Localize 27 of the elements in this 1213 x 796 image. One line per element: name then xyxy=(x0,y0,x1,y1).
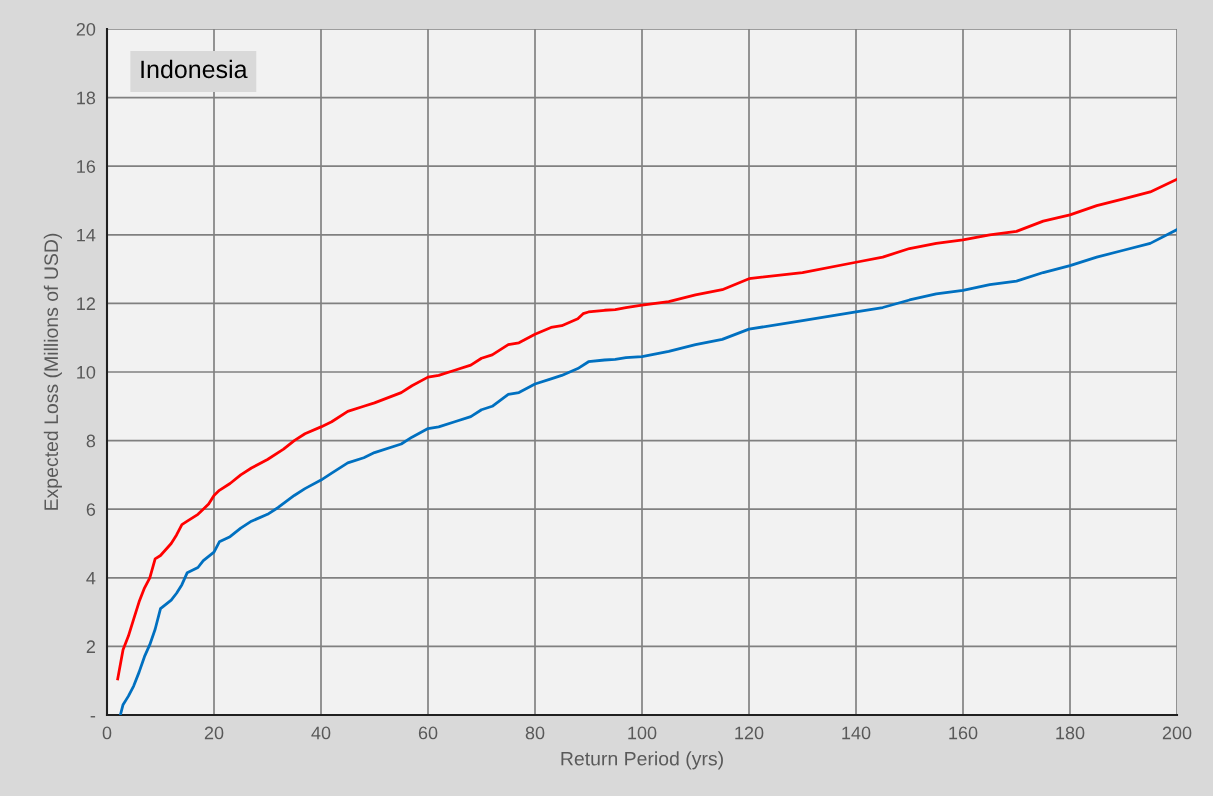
x-tick-label: 20 xyxy=(204,726,224,740)
line-series xyxy=(116,177,1177,681)
y-tick-label: 20 xyxy=(76,22,96,36)
x-tick-label: 180 xyxy=(1056,726,1085,740)
x-tick-label: 200 xyxy=(1162,726,1192,740)
y-tick-label: - xyxy=(90,716,96,718)
x-tick-label: 120 xyxy=(735,726,764,740)
text: Indonesia xyxy=(141,59,248,79)
x-tick-label: 40 xyxy=(311,726,331,740)
x-tick-label: 100 xyxy=(628,726,657,740)
y-axis-title: Expected Loss (Millions of USD) xyxy=(43,233,62,510)
y-tick-label: 6 xyxy=(86,503,96,516)
x-axis-title: Return Period (yrs) xyxy=(561,751,723,770)
y-tick-label: 14 xyxy=(77,228,96,242)
line-series xyxy=(118,228,1177,715)
y-tick-label: 2 xyxy=(86,640,95,653)
y-tick-label: 10 xyxy=(77,365,96,379)
y-tick-label: 16 xyxy=(77,160,96,173)
x-tick-label: 160 xyxy=(949,726,978,740)
y-tick-label: 8 xyxy=(86,434,96,448)
x-tick-label: 60 xyxy=(418,726,438,740)
x-tick-label: 0 xyxy=(102,726,112,740)
x-tick-label: 80 xyxy=(525,726,545,740)
y-tick-label: 4 xyxy=(86,571,96,585)
x-tick-label: 140 xyxy=(842,726,871,740)
y-tick-label: 18 xyxy=(77,91,96,105)
y-tick-label: 12 xyxy=(77,297,95,310)
